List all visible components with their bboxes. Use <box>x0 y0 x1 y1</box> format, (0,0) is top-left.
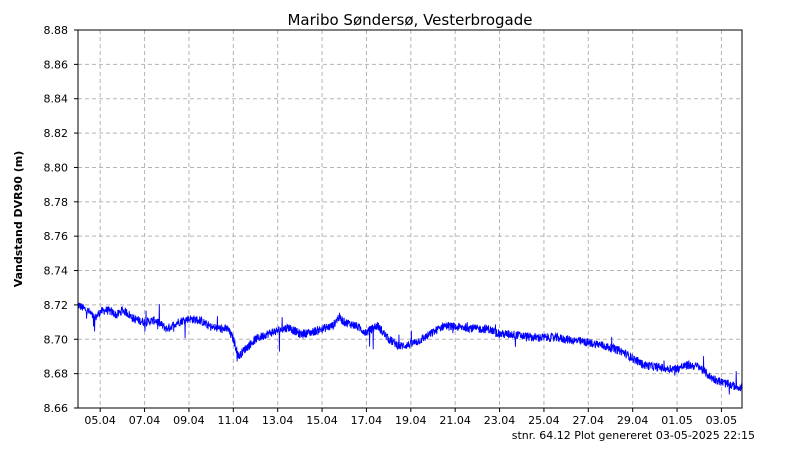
y-tick-label: 8.70 <box>44 333 69 346</box>
x-tick-label: 25.04 <box>528 414 560 427</box>
x-tick-label: 27.04 <box>573 414 605 427</box>
y-tick-label: 8.82 <box>44 127 69 140</box>
x-tick-label: 07.04 <box>129 414 161 427</box>
y-tick-labels: 8.66 8.68 8.70 8.72 8.74 8.76 8.78 8.80 8.82 8.84… <box>44 24 78 415</box>
y-tick-label: 8.74 <box>44 265 69 278</box>
chart-footer: stnr. 64.12 Plot genereret 03-05-2025 22… <box>512 429 755 442</box>
chart-title: Maribo Søndersø, Vesterbrogade <box>287 11 532 29</box>
y-tick-label: 8.80 <box>44 161 69 174</box>
y-tick-label: 8.86 <box>44 58 69 71</box>
y-tick-label: 8.78 <box>44 196 69 209</box>
x-tick-label: 21.04 <box>439 414 471 427</box>
y-tick-label: 8.76 <box>44 230 69 243</box>
y-tick-label: 8.68 <box>44 368 69 381</box>
y-axis-label: Vandstand DVR90 (m) <box>12 151 25 288</box>
x-tick-labels: 05.04 07.04 09.04 11.04 13.04 15.04 17.04 19.04… <box>84 408 737 427</box>
plot-frame <box>77 29 743 409</box>
x-tick-label: 11.04 <box>218 414 250 427</box>
x-tick-label: 15.04 <box>306 414 338 427</box>
water-level-series-line <box>78 302 742 395</box>
x-tick-label: 09.04 <box>173 414 205 427</box>
x-tick-label: 23.04 <box>484 414 516 427</box>
grid-lines <box>78 30 742 408</box>
y-tick-label: 8.84 <box>44 93 69 106</box>
series-layer <box>78 302 742 395</box>
y-tick-label: 8.72 <box>44 299 69 312</box>
y-tick-label: 8.88 <box>44 24 69 37</box>
x-tick-label: 19.04 <box>395 414 427 427</box>
x-tick-label: 05.04 <box>84 414 116 427</box>
x-tick-label: 17.04 <box>351 414 383 427</box>
x-tick-label: 29.04 <box>617 414 649 427</box>
y-tick-label: 8.66 <box>44 402 69 415</box>
x-tick-label: 13.04 <box>262 414 294 427</box>
x-tick-label: 03.05 <box>706 414 738 427</box>
x-tick-label: 01.05 <box>661 414 693 427</box>
